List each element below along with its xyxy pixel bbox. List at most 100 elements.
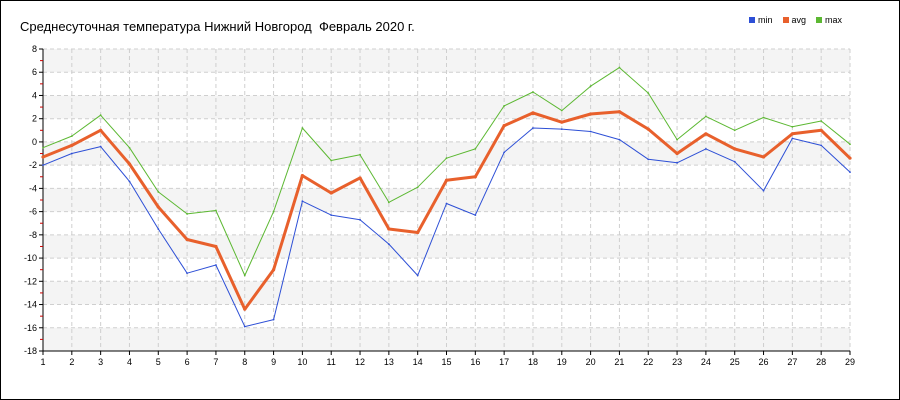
x-tick-label: 24	[701, 357, 711, 367]
x-tick-label: 12	[355, 357, 365, 367]
data-point	[416, 186, 419, 189]
y-tick-label: -12	[24, 276, 37, 286]
data-point	[589, 130, 592, 133]
data-point	[791, 137, 794, 140]
x-tick-label: 4	[127, 357, 132, 367]
legend-label: avg	[791, 15, 807, 25]
data-point	[762, 116, 765, 119]
x-tick-label: 13	[384, 357, 394, 367]
data-point	[820, 120, 823, 122]
data-point	[761, 155, 766, 159]
y-tick-label: -2	[29, 160, 37, 170]
x-tick-label: 19	[557, 357, 567, 367]
data-point	[215, 209, 217, 212]
legend-swatch	[749, 17, 755, 23]
y-tick-label: -10	[24, 253, 37, 263]
data-point	[70, 143, 74, 148]
legend-swatch	[816, 17, 823, 23]
y-tick-label: 0	[32, 137, 37, 147]
data-point	[301, 200, 304, 203]
data-point	[849, 143, 851, 146]
chart-title: Среднесуточная температура Нижний Новгор…	[20, 19, 415, 34]
legend-label: min	[758, 15, 773, 25]
data-point	[791, 125, 794, 128]
data-point	[733, 160, 736, 163]
data-point	[647, 92, 650, 95]
x-tick-label: 1	[40, 357, 45, 367]
data-point	[127, 162, 132, 166]
data-point	[157, 228, 160, 230]
data-point	[589, 85, 592, 88]
x-tick-label: 3	[98, 357, 103, 367]
data-point	[560, 128, 563, 131]
y-tick-label: -8	[29, 230, 37, 240]
data-point	[733, 129, 736, 132]
x-tick-label: 17	[499, 357, 509, 367]
data-point	[301, 127, 304, 129]
data-point	[819, 128, 823, 132]
data-point	[99, 128, 103, 132]
data-point	[359, 153, 361, 156]
x-tick-label: 8	[242, 357, 247, 367]
x-tick-label: 22	[643, 357, 653, 367]
data-point	[416, 230, 420, 235]
data-point	[272, 318, 275, 321]
y-tick-label: -4	[29, 183, 37, 193]
data-point	[473, 175, 477, 179]
data-point	[618, 66, 621, 69]
series-min	[42, 127, 851, 328]
data-point	[330, 214, 333, 217]
data-point	[243, 307, 247, 311]
data-point	[185, 237, 189, 242]
x-tick-label: 18	[528, 357, 538, 367]
data-point	[128, 180, 131, 183]
data-point	[215, 264, 217, 266]
legend-item-avg: avg	[782, 15, 807, 25]
data-point	[271, 268, 276, 272]
data-point	[128, 146, 131, 149]
data-point	[675, 151, 679, 156]
data-point	[41, 155, 45, 159]
data-point	[502, 124, 506, 128]
data-point	[329, 191, 333, 195]
y-tick-label: 8	[32, 44, 37, 54]
legend-item-min: min	[749, 15, 773, 25]
legend: min avg max	[749, 15, 842, 25]
data-point	[42, 146, 44, 149]
x-tick-label: 29	[845, 357, 855, 367]
data-point	[820, 144, 823, 147]
data-point	[618, 138, 621, 141]
data-point	[243, 274, 246, 277]
data-point	[444, 178, 449, 182]
data-point	[358, 176, 362, 180]
data-point	[474, 147, 477, 150]
x-tick-label: 20	[586, 357, 596, 367]
data-point	[445, 202, 448, 205]
data-point	[416, 274, 419, 277]
x-tick-label: 27	[787, 357, 797, 367]
data-point	[387, 227, 391, 231]
data-point	[70, 152, 73, 155]
x-tick-label: 5	[156, 357, 161, 367]
data-point	[589, 112, 593, 116]
data-point	[704, 115, 707, 118]
x-tick-label: 6	[185, 357, 190, 367]
y-tick-label: -16	[24, 323, 37, 333]
series-avg	[41, 110, 852, 311]
data-point	[617, 110, 622, 114]
data-point	[272, 210, 275, 213]
data-point	[531, 111, 535, 115]
data-point	[532, 91, 534, 93]
data-point	[359, 218, 361, 221]
data-point	[186, 213, 189, 215]
y-tick-label: 2	[32, 114, 37, 124]
data-point	[445, 157, 448, 160]
x-tick-label: 26	[759, 357, 769, 367]
data-point	[387, 201, 390, 204]
x-tick-label: 25	[730, 357, 740, 367]
data-point	[156, 205, 160, 209]
y-tick-label: -14	[24, 300, 37, 310]
data-point	[676, 138, 678, 141]
x-tick-label: 14	[413, 357, 423, 367]
x-tick-label: 11	[327, 357, 336, 367]
